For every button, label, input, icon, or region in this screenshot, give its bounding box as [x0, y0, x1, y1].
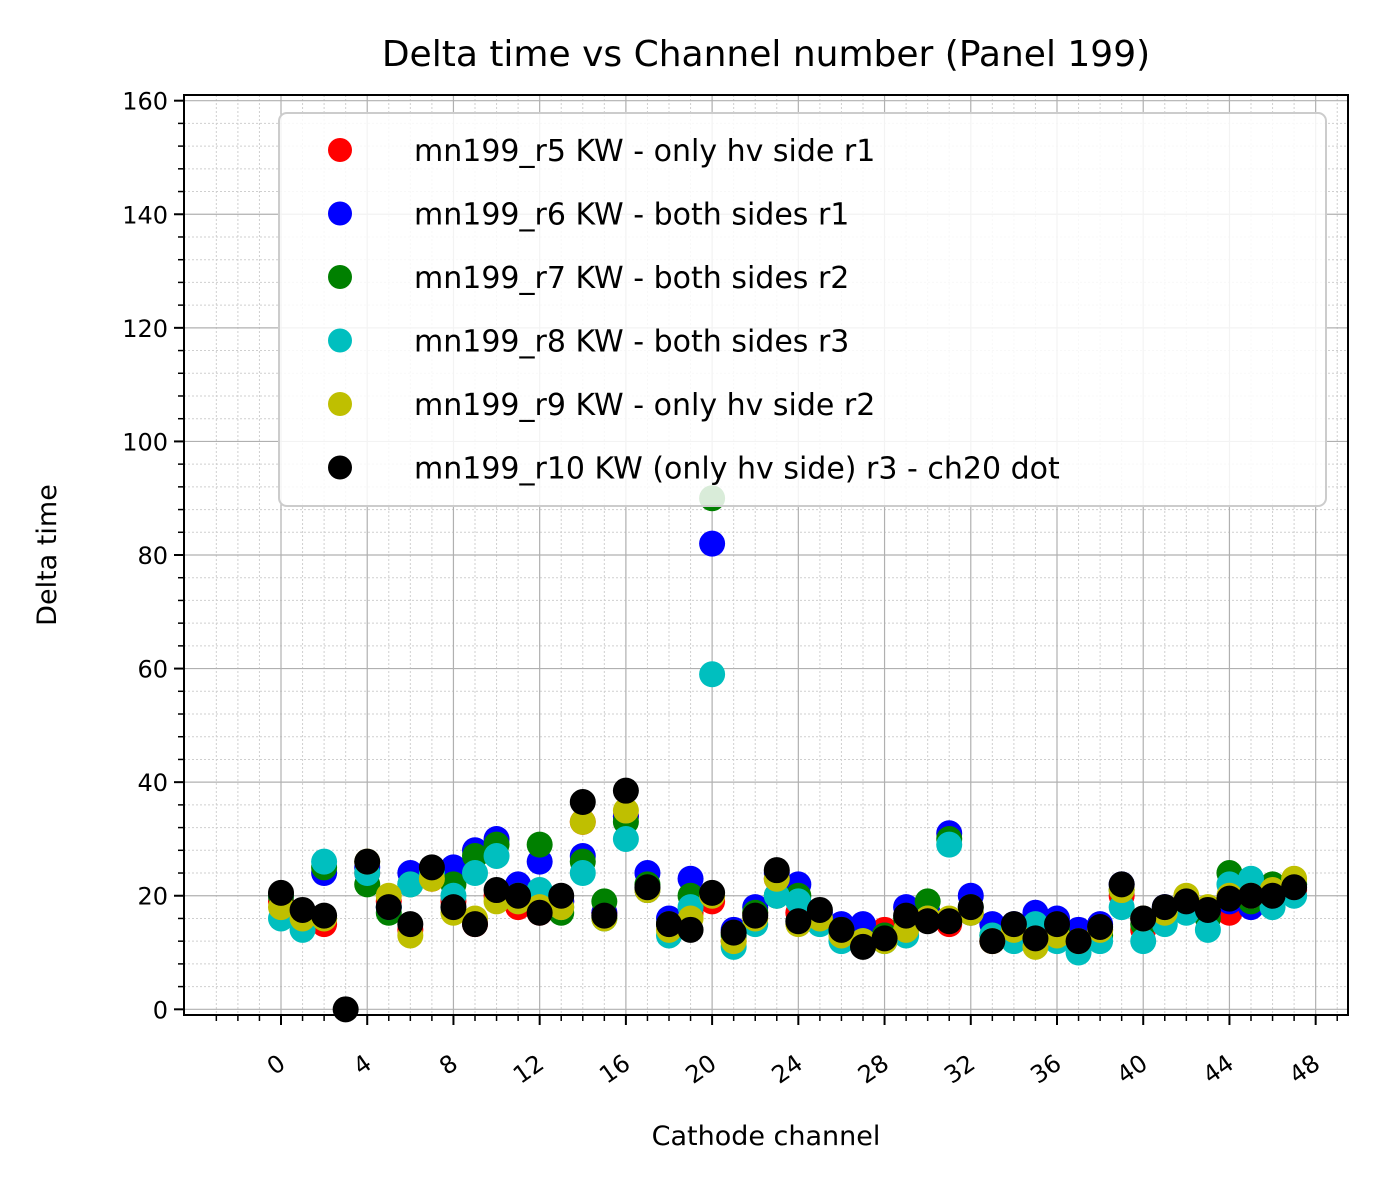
legend-label: mn199_r7 KW - both sides r2	[414, 261, 849, 296]
legend-label: mn199_r8 KW - both sides r3	[414, 325, 849, 360]
data-point	[914, 908, 941, 935]
data-point	[893, 902, 920, 929]
data-point	[1022, 925, 1049, 952]
data-point	[1151, 894, 1178, 921]
data-point	[462, 911, 488, 938]
data-point	[806, 896, 833, 923]
data-point	[936, 831, 963, 858]
data-point	[440, 894, 467, 921]
data-point	[548, 882, 575, 909]
data-point	[720, 919, 747, 946]
data-point	[268, 879, 294, 906]
data-point	[1087, 913, 1114, 940]
data-point	[979, 928, 1006, 955]
y-tick-label: 40	[137, 769, 168, 797]
data-point	[1194, 916, 1221, 943]
y-tick-label: 80	[137, 542, 168, 570]
data-point	[1194, 896, 1221, 923]
data-point	[591, 902, 618, 929]
data-point	[699, 661, 726, 688]
data-point	[483, 877, 510, 904]
data-point	[354, 848, 381, 875]
data-point	[462, 860, 488, 887]
data-point	[742, 902, 769, 929]
data-point	[397, 911, 424, 938]
data-point	[1108, 871, 1135, 898]
legend-marker	[328, 138, 352, 162]
data-point	[526, 831, 553, 858]
data-point	[699, 530, 726, 557]
data-point	[397, 871, 424, 898]
data-point	[785, 908, 812, 935]
data-point	[677, 916, 704, 943]
data-point	[505, 882, 532, 909]
data-point	[785, 888, 812, 915]
y-tick-label: 140	[122, 201, 168, 229]
data-point	[612, 825, 639, 852]
y-tick-label: 100	[122, 428, 168, 456]
data-point	[763, 857, 790, 884]
legend-marker	[328, 201, 352, 226]
data-point	[871, 925, 898, 952]
data-point	[850, 933, 876, 960]
data-point	[569, 789, 596, 816]
legend-label: mn199_r10 KW (only hv side) r3 - ch20 do…	[414, 452, 1060, 487]
legend-marker	[328, 328, 352, 353]
data-point	[1044, 911, 1070, 938]
data-point	[569, 860, 596, 887]
data-point	[483, 842, 510, 869]
data-point	[957, 894, 984, 921]
data-point	[418, 854, 445, 881]
data-point	[289, 896, 316, 923]
legend-box	[278, 112, 1327, 507]
legend-label: mn199_r5 KW - only hv side r1	[414, 134, 875, 169]
y-tick-label: 0	[153, 996, 168, 1024]
data-point	[1216, 885, 1243, 912]
y-axis-label: Delta time	[32, 484, 63, 626]
legend-label: mn199_r6 KW - both sides r1	[414, 198, 849, 233]
data-point	[1130, 928, 1157, 955]
data-point	[612, 777, 639, 804]
legend: mn199_r5 KW - only hv side r1 mn199_r6 KW…	[278, 112, 1327, 507]
y-tick-label: 20	[137, 883, 168, 911]
data-point	[936, 908, 963, 935]
data-point	[311, 848, 338, 875]
data-point	[699, 879, 726, 906]
data-point	[1065, 928, 1092, 955]
data-point	[656, 911, 682, 938]
legend-label: mn199_r9 KW - only hv side r2	[414, 388, 875, 423]
y-tick-label: 120	[122, 315, 168, 343]
y-tick-label: 160	[122, 88, 168, 116]
data-point	[634, 874, 661, 901]
axes-frame	[183, 94, 1349, 1016]
data-points	[268, 485, 1308, 1023]
data-point	[612, 797, 639, 824]
data-point	[311, 902, 338, 929]
data-point	[828, 916, 855, 943]
data-point	[1259, 882, 1286, 909]
y-tick-label: 60	[137, 656, 168, 684]
data-point	[1238, 882, 1264, 909]
data-point	[1281, 874, 1308, 901]
data-point	[569, 808, 596, 835]
legend-marker	[328, 392, 352, 416]
legend-marker	[328, 265, 352, 289]
chart-title: Delta time vs Channel number (Panel 199)	[382, 34, 1150, 75]
data-point	[375, 894, 402, 921]
data-point	[1130, 905, 1157, 932]
data-point	[1000, 911, 1027, 938]
data-point	[526, 899, 553, 926]
legend-marker	[328, 455, 352, 480]
x-axis-label: Cathode channel	[652, 1121, 881, 1152]
data-point	[1173, 888, 1200, 915]
